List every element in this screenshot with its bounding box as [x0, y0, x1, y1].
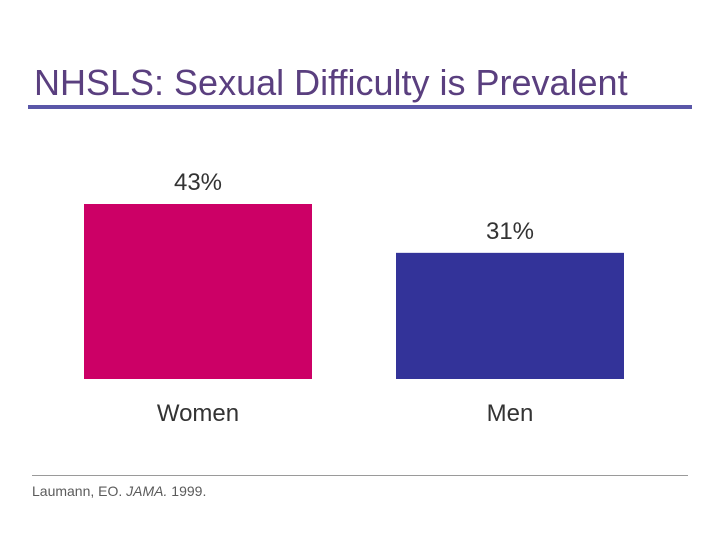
citation-author: Laumann, EO.	[32, 483, 123, 499]
slide-title: NHSLS: Sexual Difficulty is Prevalent	[34, 62, 628, 103]
citation-journal: JAMA.	[126, 483, 168, 499]
value-label-men: 31%	[486, 218, 534, 245]
bar-women	[84, 204, 312, 379]
citation: Laumann, EO. JAMA. 1999.	[32, 482, 206, 500]
category-label-women: Women	[157, 400, 239, 427]
title-underline	[28, 105, 692, 109]
bar-men	[396, 252, 624, 379]
value-label-women: 43%	[174, 169, 222, 196]
citation-year: 1999.	[171, 483, 207, 499]
category-label-men: Men	[487, 400, 534, 427]
bar-chart: 43% Women 31% Men	[84, 169, 624, 427]
footer-divider	[32, 475, 688, 476]
